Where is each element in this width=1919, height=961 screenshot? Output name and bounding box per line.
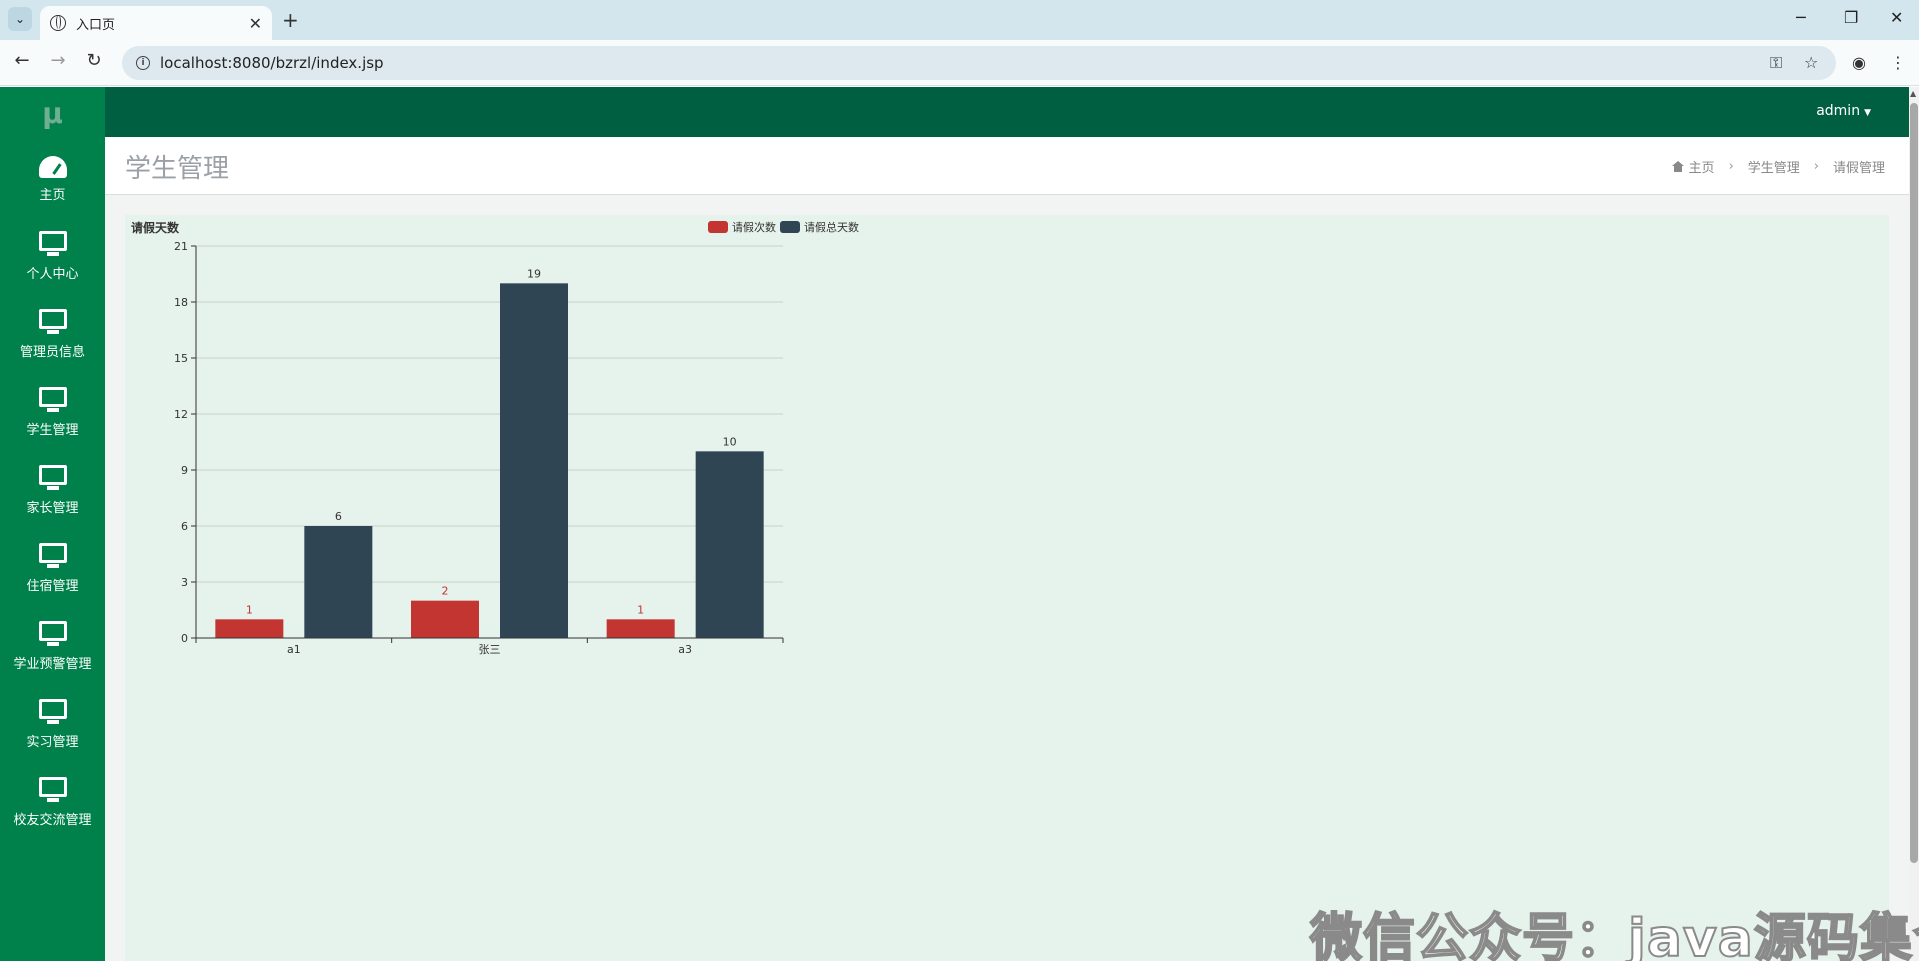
data-label: 10	[723, 435, 737, 448]
browser-tabstrip: ⌄ 入口页 ✕ + ─ ❐ ✕	[0, 0, 1919, 40]
y-tick-label: 21	[174, 240, 188, 253]
y-tick-label: 15	[174, 352, 188, 365]
bar-0	[411, 600, 479, 638]
close-window-button[interactable]: ✕	[1890, 8, 1904, 27]
monitor-icon	[38, 776, 67, 803]
x-tick-label: a3	[678, 643, 692, 656]
breadcrumb: 主页 › 学生管理 › 请假管理	[1671, 157, 1885, 176]
watermark-text: 微信公众号：java源码集合	[1309, 908, 1919, 961]
chart-panel: 请假天数 请假次数 请假总天数 1 6 2 19 1 10 0 3 6 9 12 15 18 21 a1 张三…	[125, 215, 1889, 961]
chevron-right-icon: ›	[1728, 159, 1734, 174]
sidebar-item-label: 校友交流管理	[13, 812, 92, 828]
minimize-button[interactable]: ─	[1796, 8, 1806, 27]
monitor-icon	[38, 542, 67, 569]
monitor-icon	[38, 230, 67, 257]
sidebar-item-personal-center[interactable]: 个人中心	[0, 217, 105, 295]
page-scrollbar[interactable]: ▲	[1909, 87, 1919, 961]
monitor-icon	[38, 698, 67, 725]
chart-title: 请假天数	[131, 220, 180, 235]
forward-button[interactable]: →	[50, 50, 66, 71]
url-text: localhost:8080/bzrzl/index.jsp	[160, 54, 384, 72]
reload-button[interactable]: ↻	[86, 50, 102, 71]
profile-icon[interactable]: ◉	[1852, 53, 1866, 72]
legend-swatch	[708, 221, 728, 233]
monitor-icon	[38, 464, 67, 491]
url-bar[interactable]: i localhost:8080/bzrzl/index.jsp	[122, 46, 1836, 80]
new-tab-button[interactable]: +	[282, 8, 299, 32]
sidebar-item-admin-info[interactable]: 管理员信息	[0, 295, 105, 373]
chevron-right-icon: ›	[1813, 159, 1819, 174]
dashboard-icon	[38, 154, 67, 178]
y-tick-label: 12	[174, 408, 188, 421]
password-key-icon[interactable]: ⚿	[1770, 53, 1783, 72]
legend-label: 请假次数	[732, 220, 776, 234]
monitor-icon	[38, 386, 67, 413]
sidebar-item-label: 个人中心	[26, 266, 79, 282]
sidebar-item-label: 学生管理	[26, 422, 79, 438]
sidebar-item-label: 学业预警管理	[13, 656, 92, 672]
y-tick-label: 18	[174, 296, 188, 309]
data-label: 1	[637, 603, 644, 616]
bar-1	[304, 526, 373, 638]
browser-menu-icon[interactable]: ⋮	[1890, 53, 1906, 72]
sidebar-item-students[interactable]: 学生管理	[0, 373, 105, 451]
data-label: 6	[335, 510, 342, 523]
tab-search-button[interactable]: ⌄	[8, 7, 32, 31]
sidebar-item-parents[interactable]: 家长管理	[0, 451, 105, 529]
breadcrumb-leave: 请假管理	[1832, 161, 1885, 176]
y-tick-label: 3	[181, 576, 188, 589]
main-content: 请假天数 请假次数 请假总天数 1 6 2 19 1 10 0 3 6 9 12 15 18 21 a1 张三…	[105, 195, 1909, 961]
sidebar-item-internship[interactable]: 实习管理	[0, 685, 105, 763]
y-tick-label: 9	[181, 464, 188, 477]
data-label: 2	[442, 585, 449, 598]
back-button[interactable]: ←	[14, 50, 30, 71]
breadcrumb-students[interactable]: 学生管理	[1747, 161, 1800, 176]
address-bar-row: ← → ↻ i localhost:8080/bzrzl/index.jsp ⚿…	[0, 40, 1919, 86]
scroll-up-icon[interactable]: ▲	[1910, 89, 1917, 98]
x-tick-label: 张三	[479, 643, 501, 656]
bar-0	[215, 619, 284, 638]
user-dropdown[interactable]: admin ▼	[1816, 103, 1871, 119]
home-icon	[1671, 161, 1684, 172]
browser-tab[interactable]: 入口页 ✕	[40, 6, 272, 40]
bookmark-star-icon[interactable]: ☆	[1804, 53, 1819, 72]
sidebar-item-housing[interactable]: 住宿管理	[0, 529, 105, 607]
monitor-icon	[38, 620, 67, 647]
sidebar-item-academic-warning[interactable]: 学业预警管理	[0, 607, 105, 685]
app-logo[interactable]: μ	[42, 96, 63, 130]
sidebar-item-label: 住宿管理	[26, 578, 79, 594]
bar-1	[500, 283, 568, 638]
legend-label: 请假总天数	[804, 220, 859, 234]
page-title: 学生管理	[125, 154, 230, 184]
scrollbar-thumb[interactable]	[1910, 103, 1918, 863]
sidebar-item-label: 家长管理	[26, 500, 79, 516]
top-navbar: admin ▼	[105, 87, 1909, 137]
globe-icon	[50, 15, 66, 31]
sidebar-item-label: 主页	[39, 187, 66, 203]
tab-title: 入口页	[76, 17, 116, 33]
bar-1	[695, 451, 764, 638]
leave-chart: 请假天数 请假次数 请假总天数 1 6 2 19 1 10 0 3 6 9 12 15 18 21 a1 张三…	[131, 220, 859, 656]
x-tick-label: a1	[287, 643, 301, 656]
sidebar: μ 主页 个人中心 管理员信息 学生管理 家长管理 住宿管理 学业预警管理 实习…	[0, 87, 105, 961]
sidebar-item-home[interactable]: 主页	[0, 139, 105, 217]
monitor-icon	[38, 308, 67, 335]
sidebar-item-label: 管理员信息	[19, 344, 85, 360]
page-header: 学生管理 主页 › 学生管理 › 请假管理	[105, 137, 1909, 195]
legend-swatch	[780, 221, 800, 233]
close-tab-icon[interactable]: ✕	[248, 13, 262, 33]
restore-button[interactable]: ❐	[1844, 8, 1859, 27]
sidebar-item-alumni[interactable]: 校友交流管理	[0, 763, 105, 841]
caret-down-icon: ▼	[1864, 108, 1871, 118]
y-tick-label: 6	[181, 520, 188, 533]
sidebar-item-label: 实习管理	[26, 734, 79, 750]
site-info-icon[interactable]: i	[136, 56, 150, 70]
breadcrumb-home[interactable]: 主页	[1688, 161, 1715, 176]
y-tick-label: 0	[181, 632, 188, 645]
data-label: 19	[527, 267, 541, 280]
bar-0	[606, 619, 675, 638]
username: admin	[1816, 103, 1861, 119]
data-label: 1	[246, 603, 253, 616]
